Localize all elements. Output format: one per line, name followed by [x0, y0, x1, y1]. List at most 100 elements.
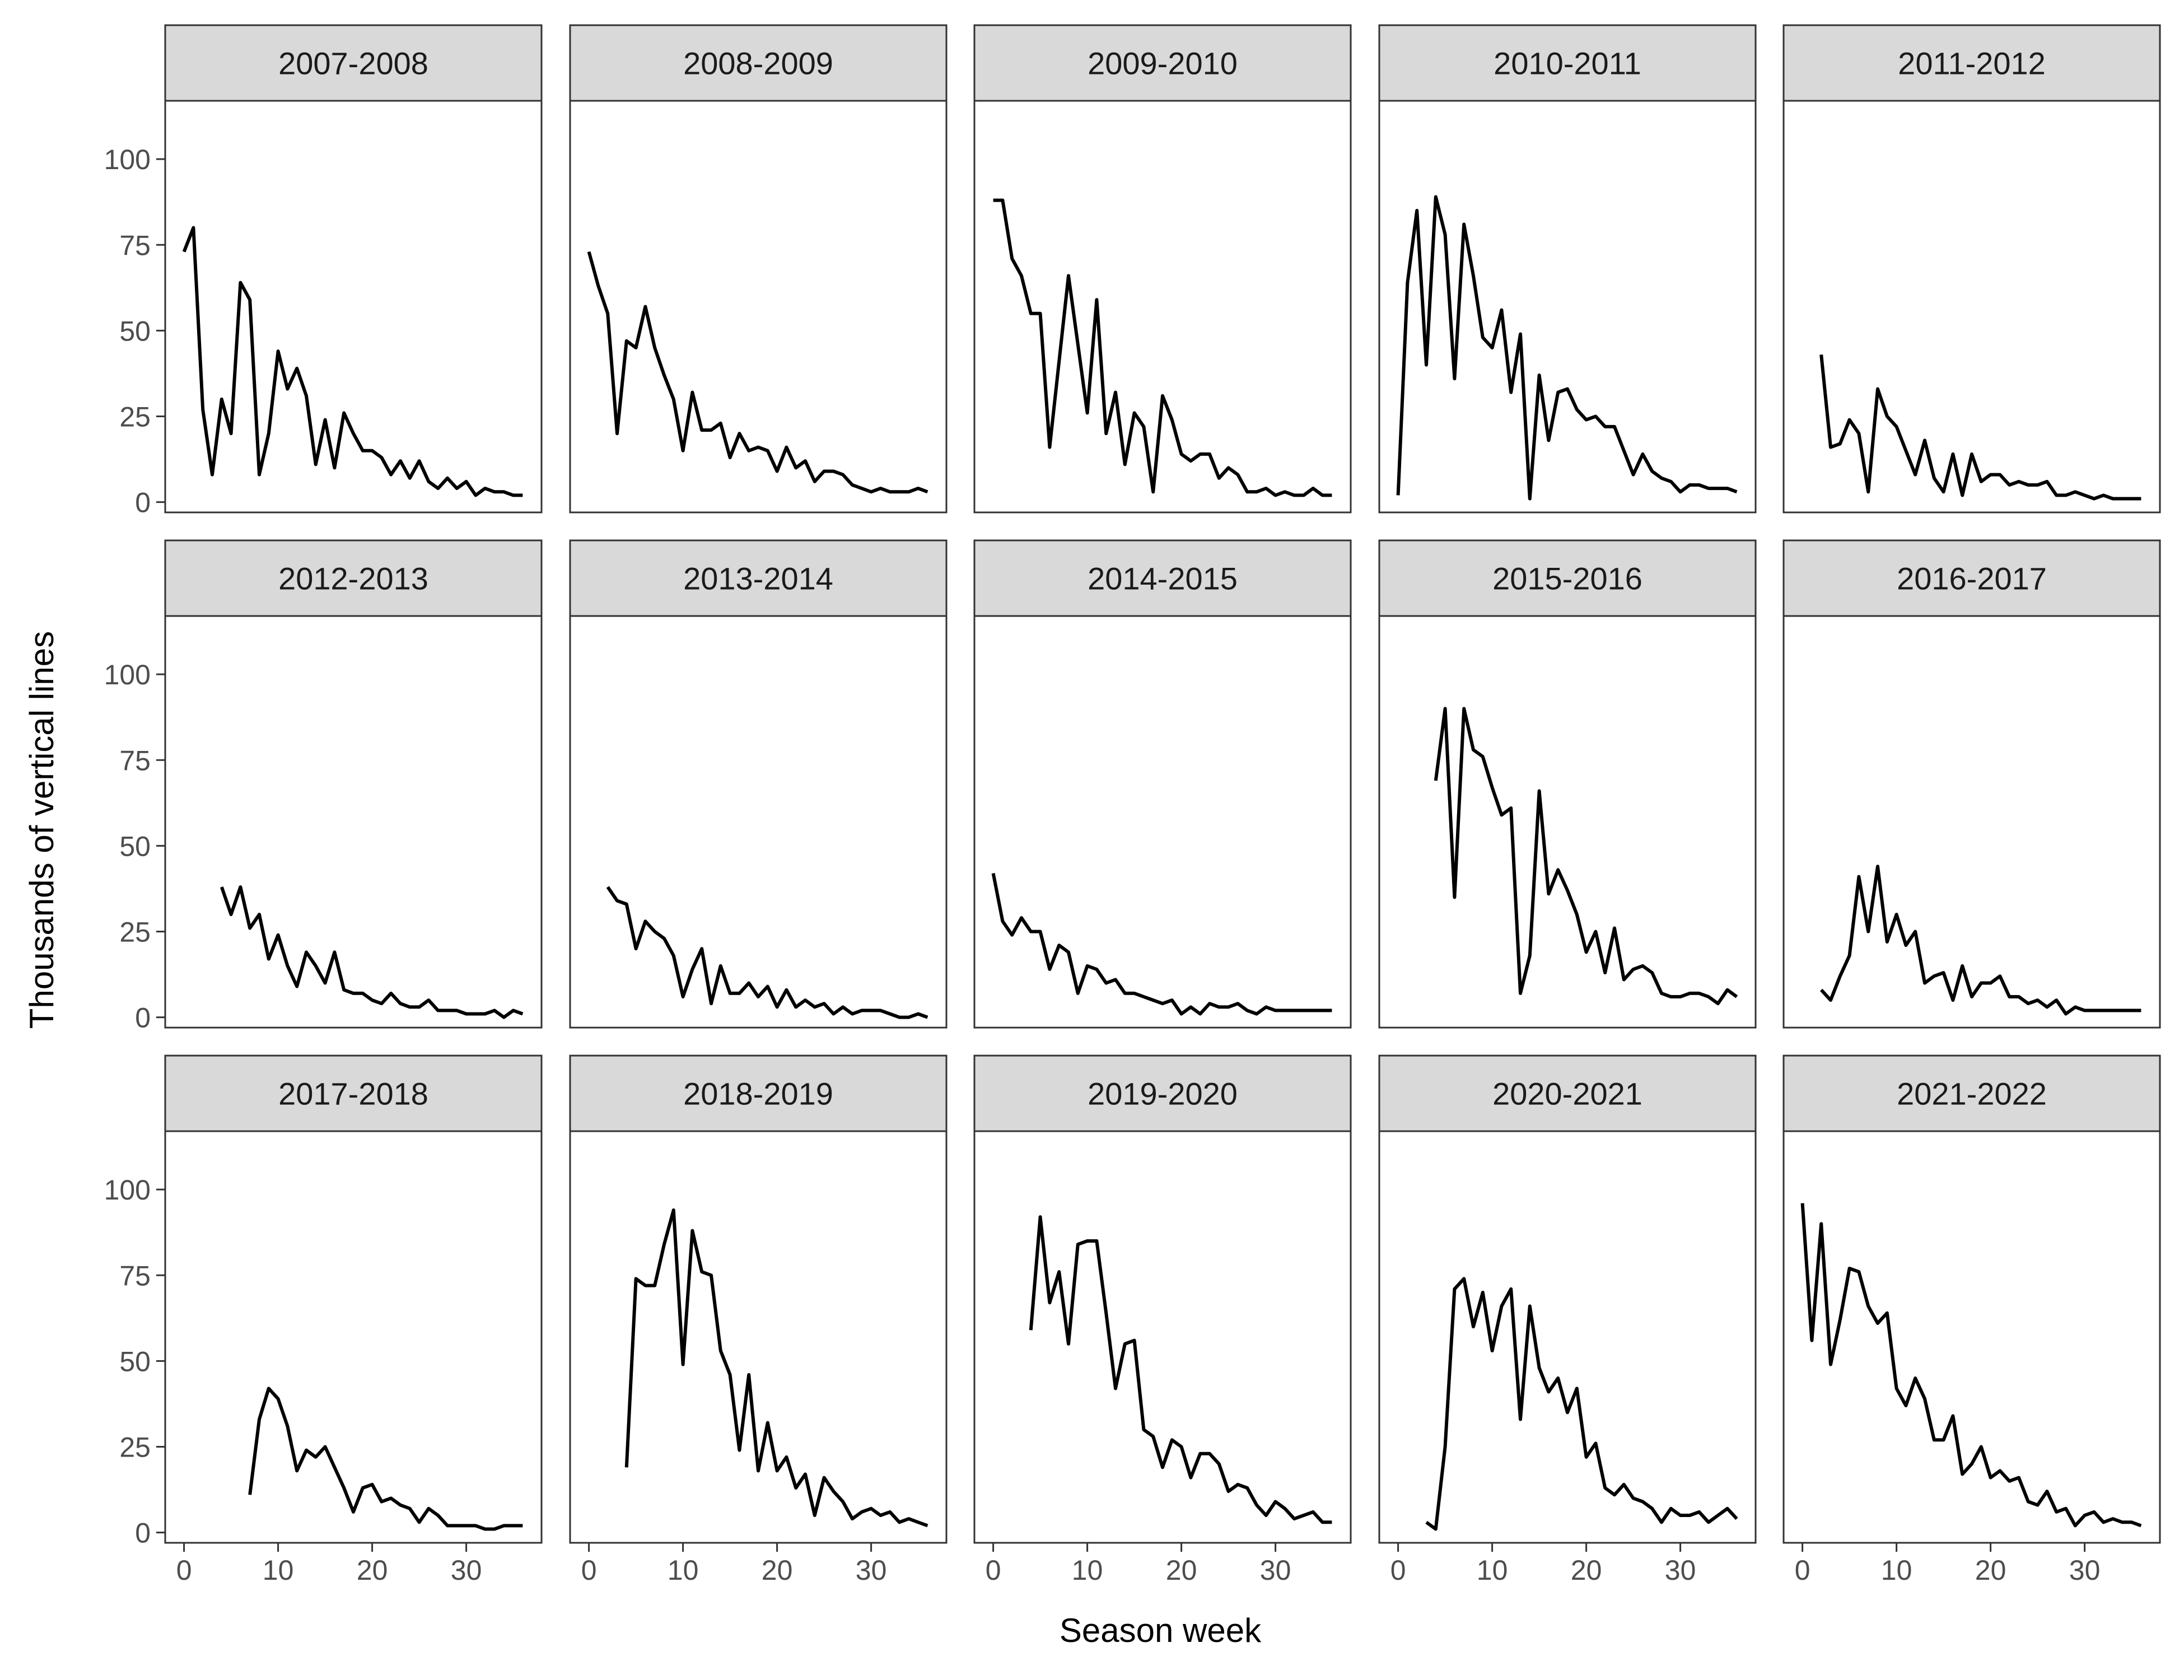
series-line	[1425, 1277, 1738, 1531]
x-tick-label: 10	[263, 1555, 294, 1586]
facet-strip	[1782, 1054, 2161, 1132]
facet-strip	[1378, 24, 1757, 102]
x-tick-label: 20	[762, 1555, 793, 1586]
y-tick-label: 50	[119, 315, 151, 347]
series-line	[1800, 1203, 2142, 1528]
x-tick-label: 10	[1881, 1555, 1912, 1586]
x-tick-label: 30	[2069, 1555, 2101, 1586]
facet-panel: 2012-2013 0 25 50 75 100	[104, 539, 543, 1034]
facet-strip	[569, 1054, 948, 1132]
facet-panel: 2008-2009	[569, 24, 948, 514]
facet-strip-label: 2015-2016	[1492, 561, 1642, 596]
y-tick-label: 100	[104, 1174, 151, 1206]
panel-frame	[1782, 1130, 2161, 1544]
x-tick-label: 0	[581, 1555, 597, 1586]
y-tick-label: 0	[135, 1518, 151, 1549]
facet-strip	[569, 539, 948, 617]
facet-strip-label: 2010-2011	[1494, 46, 1641, 81]
series-line	[606, 886, 928, 1019]
y-tick-label: 25	[119, 402, 151, 433]
panel-frame	[1378, 1130, 1757, 1544]
series-line	[993, 198, 1332, 497]
facet-panel: 2020-2021 0 10 20 30	[1378, 1054, 1757, 1586]
facet-panel: 2011-2012	[1782, 24, 2161, 514]
series-line	[220, 885, 524, 1019]
panel-frame	[1782, 615, 2161, 1029]
series-line	[587, 251, 928, 494]
series-line	[182, 226, 523, 497]
y-tick-label: 0	[135, 1002, 151, 1034]
series-line	[1434, 707, 1738, 1006]
facet-panel: 2010-2011	[1378, 24, 1757, 514]
x-axis-title: Season week	[1060, 1612, 1262, 1649]
x-tick-label: 30	[451, 1555, 482, 1586]
panel-frame	[569, 1130, 948, 1544]
series-line	[991, 872, 1332, 1016]
x-tick-label: 30	[1260, 1555, 1291, 1586]
y-tick-label: 75	[119, 745, 151, 776]
panel-frame	[164, 100, 543, 514]
y-axis-title: Thousands of vertical lines	[23, 631, 60, 1029]
y-tick-label: 25	[119, 1432, 151, 1463]
facet-panel: 2017-2018 0 25 50 75 100 0 10 20 30	[104, 1054, 543, 1586]
facet-strip	[1378, 1054, 1757, 1132]
x-tick-label: 30	[1665, 1555, 1696, 1586]
facet-panel: 2019-2020 0 10 20 30	[973, 1054, 1352, 1586]
facet-strip	[973, 1054, 1352, 1132]
facet-strip	[164, 24, 543, 102]
facet-strip-label: 2018-2019	[683, 1076, 833, 1112]
facet-strip-label: 2012-2013	[278, 561, 428, 596]
facet-strip	[1782, 539, 2161, 617]
y-tick-label: 50	[119, 830, 151, 862]
facet-panel: 2015-2016	[1378, 539, 1757, 1029]
series-line	[1029, 1215, 1332, 1524]
x-tick-label: 20	[357, 1555, 388, 1586]
facet-strip-label: 2016-2017	[1897, 561, 2047, 596]
y-tick-label: 25	[119, 917, 151, 948]
facet-panel: 2018-2019 0 10 20 30	[569, 1054, 948, 1586]
panel-frame	[164, 615, 543, 1029]
facet-strip-label: 2017-2018	[278, 1076, 428, 1112]
facet-panel: 2014-2015	[973, 539, 1352, 1029]
facet-strip	[164, 1054, 543, 1132]
panel-frame	[1782, 100, 2161, 514]
series-line	[1819, 865, 2141, 1016]
y-tick-label: 75	[119, 230, 151, 261]
x-tick-label: 10	[668, 1555, 699, 1586]
x-tick-label: 30	[856, 1555, 887, 1586]
panel-frame	[973, 1130, 1352, 1544]
x-tick-label: 20	[1166, 1555, 1197, 1586]
facet-strip-label: 2013-2014	[683, 561, 833, 596]
facet-strip-label: 2009-2010	[1088, 46, 1238, 81]
facet-strip-label: 2021-2022	[1897, 1076, 2047, 1112]
x-tick-label: 10	[1477, 1555, 1508, 1586]
y-tick-label: 100	[104, 144, 151, 175]
x-tick-label: 0	[986, 1555, 1001, 1586]
panel-frame	[1378, 100, 1757, 514]
x-tick-label: 20	[1975, 1555, 2006, 1586]
facet-panel: 2007-2008 0 25 50 75 100	[104, 24, 543, 519]
facet-strip-label: 2007-2008	[278, 46, 428, 81]
y-tick-label: 0	[135, 487, 151, 519]
panel-frame	[569, 100, 948, 514]
x-tick-label: 0	[176, 1555, 192, 1586]
x-tick-label: 0	[1795, 1555, 1810, 1586]
panel-frame	[973, 615, 1352, 1029]
series-line	[1819, 354, 2141, 501]
panel-frame	[569, 615, 948, 1029]
y-tick-label: 50	[119, 1346, 151, 1377]
y-tick-label: 100	[104, 659, 151, 690]
facet-strip-label: 2008-2009	[683, 46, 833, 81]
x-tick-label: 20	[1571, 1555, 1602, 1586]
facet-strip	[164, 539, 543, 617]
facet-panel: 2013-2014	[569, 539, 948, 1029]
y-tick-label: 75	[119, 1260, 151, 1291]
facet-strip	[973, 539, 1352, 617]
x-tick-label: 10	[1072, 1555, 1103, 1586]
facet-strip-label: 2014-2015	[1088, 561, 1238, 596]
x-tick-label: 0	[1390, 1555, 1406, 1586]
panel-frame	[164, 1130, 543, 1544]
series-line	[624, 1208, 928, 1528]
facet-panel: 2016-2017	[1782, 539, 2161, 1029]
